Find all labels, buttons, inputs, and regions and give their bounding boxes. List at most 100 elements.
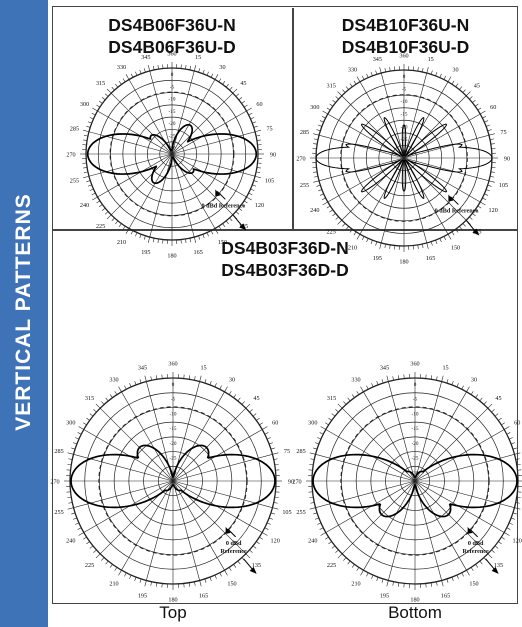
polar-tick <box>326 107 331 111</box>
radiation-pattern <box>86 123 258 185</box>
polar-tick <box>67 452 74 455</box>
polar-tick <box>256 134 261 137</box>
polar-tick <box>435 240 438 244</box>
polar-tick <box>274 463 279 466</box>
polar-tick <box>313 180 320 183</box>
chart-1-title: DS4B06F36U-N DS4B06F36U-D <box>52 14 292 58</box>
polar-tick <box>204 379 207 384</box>
polar-tick <box>498 541 502 545</box>
polar-spoke <box>172 407 247 482</box>
ring-label: -5 <box>170 84 175 90</box>
polar-tick <box>139 234 142 239</box>
angle-label: 150 <box>218 239 227 246</box>
polar-tick <box>72 517 77 520</box>
polar-tick <box>381 379 384 384</box>
polar-tick <box>252 184 257 187</box>
polar-spoke <box>171 79 216 155</box>
polar-tick <box>125 228 130 234</box>
angle-label: 195 <box>138 592 147 599</box>
polar-tick <box>328 541 332 545</box>
angle-label: 360 <box>167 51 176 58</box>
polar-tick <box>228 567 232 571</box>
polar-tick <box>87 121 92 124</box>
polar-tick <box>262 532 268 536</box>
polar-tick <box>353 231 357 236</box>
polar-tick <box>189 238 192 243</box>
angle-label: 285 <box>70 125 79 132</box>
reference-label-line-2: Reference <box>462 548 489 555</box>
polar-tick <box>134 577 137 582</box>
polar-tick <box>326 205 331 209</box>
polar-tick <box>77 432 82 435</box>
polar-tick <box>224 386 228 392</box>
polar-tick <box>67 463 72 466</box>
polar-tick <box>501 422 505 426</box>
polar-spoke <box>414 381 442 482</box>
reference-arrowhead-2 <box>491 566 499 574</box>
polar-tick <box>256 139 261 141</box>
polar-spoke <box>359 157 405 235</box>
polar-tick <box>83 139 88 141</box>
polar-tick <box>361 236 365 241</box>
polar-tick <box>376 380 379 385</box>
polar-tick <box>516 463 521 466</box>
angle-label: 120 <box>489 207 498 214</box>
polar-tick <box>129 383 132 388</box>
ring-label: -25 <box>412 456 419 462</box>
polar-tick <box>134 380 137 385</box>
polar-tick <box>487 129 492 132</box>
polar-tick <box>512 512 517 515</box>
polar-tick <box>490 171 495 173</box>
polar-tick <box>337 220 342 225</box>
polar-tick <box>335 549 339 553</box>
polar-tick <box>446 379 449 384</box>
polar-tick <box>461 385 464 390</box>
reference-label: 0 dBd <box>226 540 242 547</box>
polar-tick <box>491 409 495 413</box>
polar-tick <box>237 560 241 565</box>
polar-tick <box>375 70 378 75</box>
polar-tick <box>508 437 513 440</box>
polar-spoke <box>110 153 173 216</box>
polar-tick <box>397 375 400 380</box>
polar-tick <box>135 232 138 237</box>
polar-tick <box>472 213 476 217</box>
polar-tick <box>310 502 315 504</box>
ring-label: -25 <box>401 137 408 143</box>
polar-tick <box>259 536 263 540</box>
polar-tick <box>222 81 226 85</box>
polar-spoke <box>341 480 416 555</box>
polar-tick <box>99 204 103 208</box>
polar-tick <box>109 394 113 398</box>
polar-tick <box>104 93 109 97</box>
angle-label: 60 <box>490 104 496 111</box>
angle-label: 60 <box>256 101 262 108</box>
polar-tick <box>335 409 339 413</box>
ring-label: 0 <box>403 74 406 80</box>
ring-label: -20 <box>401 124 408 130</box>
ring-label: -30 <box>170 470 177 476</box>
angle-label: 210 <box>351 581 360 588</box>
polar-tick <box>392 376 394 381</box>
polar-tick <box>321 115 326 119</box>
polar-spoke <box>171 70 195 155</box>
polar-tick <box>198 235 201 240</box>
polar-spoke <box>121 480 174 571</box>
polar-tick <box>480 201 486 206</box>
polar-tick <box>351 394 355 398</box>
polar-tick <box>143 68 146 73</box>
reference-arrowhead-2 <box>249 566 257 574</box>
ring-label: -15 <box>412 426 419 432</box>
polar-tick <box>95 403 101 409</box>
polar-tick <box>83 536 87 540</box>
polar-tick <box>238 97 243 101</box>
angle-label: 225 <box>96 223 105 230</box>
ring-label: -20 <box>169 121 176 127</box>
ring-label: 0 <box>172 382 175 388</box>
polar-tick <box>515 502 520 504</box>
angle-label: 330 <box>351 376 360 383</box>
polar-tick <box>96 104 101 108</box>
angle-label: 315 <box>327 83 336 90</box>
